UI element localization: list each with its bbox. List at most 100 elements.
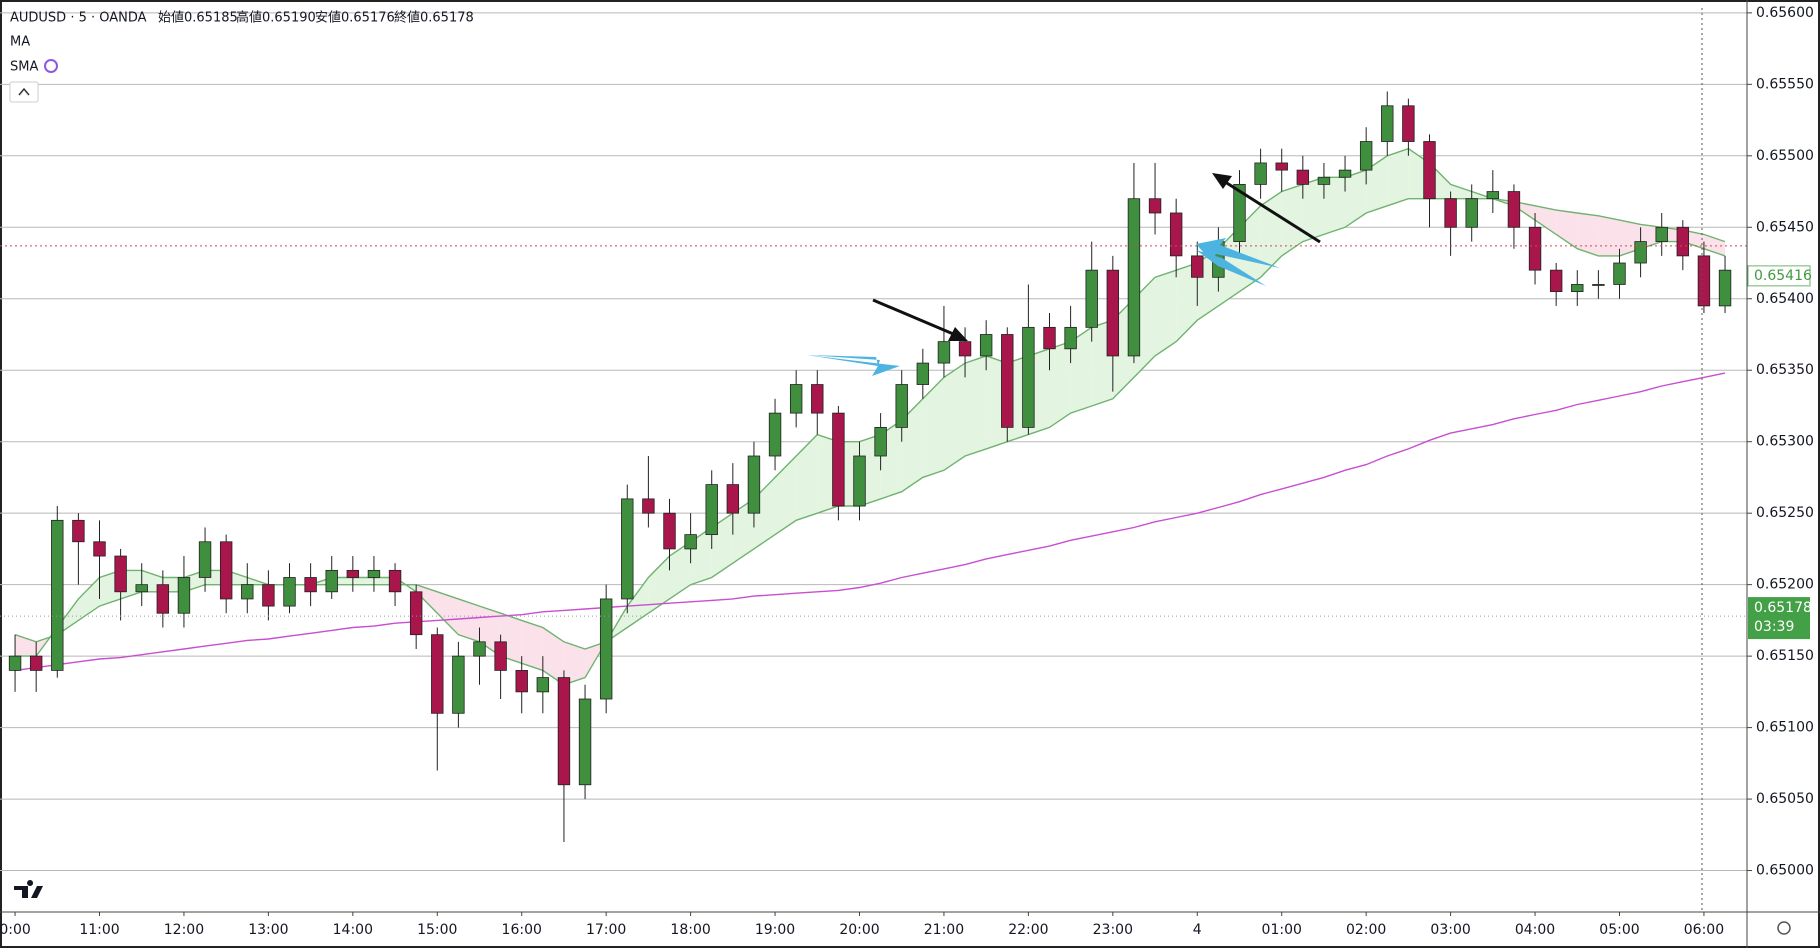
candle-body (832, 412, 845, 507)
x-tick-label: 06:00 (1684, 922, 1724, 938)
moving-average (15, 372, 1726, 672)
candle-body (853, 455, 866, 507)
ma-cloud (1598, 215, 1620, 256)
indicator[interactable]: SMA (10, 60, 38, 75)
ma-cloud (1281, 184, 1303, 256)
countdown-label: 03:39 (1754, 619, 1794, 635)
ohlc-high: 高値0.65190 (236, 10, 316, 26)
blue-arrow (1196, 238, 1280, 286)
candle-body (874, 427, 887, 457)
y-tick-label: 0.65400 (1756, 291, 1814, 307)
y-tick-label: 0.65450 (1756, 219, 1814, 235)
candle-body (72, 519, 85, 543)
x-tick-label: 04:00 (1515, 922, 1555, 938)
candle-body (684, 534, 697, 550)
candle-body (1423, 141, 1436, 200)
x-tick-label: 11:00 (79, 922, 119, 938)
ma-cloud (627, 577, 649, 628)
x-tick-label: 15:00 (417, 922, 457, 938)
candle-body (262, 584, 275, 607)
candle-body (219, 541, 233, 600)
ma-cloud (15, 634, 37, 657)
candle-body (1486, 191, 1500, 200)
last-price-label: 0.65178 (1754, 600, 1812, 616)
candle-body (114, 555, 127, 593)
ma-cloud (1155, 270, 1177, 356)
settings-icon[interactable] (1777, 921, 1791, 935)
ma-cloud (775, 456, 797, 535)
candle-body (747, 455, 761, 514)
y-tick-label: 0.65050 (1756, 791, 1814, 807)
candle-body (156, 584, 170, 614)
candle-body (135, 584, 148, 593)
candle-body (431, 634, 444, 714)
y-tick-label: 0.65600 (1756, 5, 1814, 21)
ma-cloud (1345, 170, 1367, 228)
y-tick-label: 0.65000 (1756, 863, 1814, 879)
candle-body (621, 498, 634, 600)
candle-body (578, 698, 592, 786)
arrow-head (948, 327, 968, 341)
candle-body (1127, 198, 1141, 357)
x-tick-label: 16:00 (502, 922, 542, 938)
legend: AUDUSD · 5 · OANDA 始値0.65185 高値0.65190 安… (9, 10, 474, 103)
candle-body (1676, 226, 1690, 257)
ma-cloud (1556, 210, 1578, 249)
x-tick-label: 05:00 (1599, 922, 1639, 938)
x-tick-label: 21:00 (924, 922, 964, 938)
ma-cloud (1577, 212, 1599, 256)
ma-cloud (1535, 205, 1557, 235)
candle-body (1001, 334, 1014, 428)
candle-body (29, 655, 43, 671)
candle-body (198, 541, 212, 578)
candle-body (1106, 269, 1120, 357)
candle-body (346, 569, 360, 578)
candle-body (895, 384, 908, 428)
x-tick-label: 4 (1193, 922, 1202, 938)
blue-arrow (807, 355, 900, 376)
ma-cloud (943, 363, 966, 471)
candle-body (1528, 226, 1542, 271)
x-tick-label: 13:00 (248, 922, 288, 938)
ma-cloud (352, 577, 374, 585)
candle-body (8, 655, 22, 671)
y-tick-label: 0.65150 (1756, 648, 1814, 664)
ma-cloud (732, 498, 754, 564)
ohlc-close: 終値0.65178 (394, 10, 474, 26)
ma-cloud (563, 641, 586, 685)
y-tick-label: 0.65550 (1756, 76, 1814, 92)
x-tick-label: 03:00 (1430, 922, 1470, 938)
candle-body (1634, 241, 1647, 264)
indicator[interactable]: MA (10, 35, 30, 50)
candle-body (1169, 212, 1183, 257)
ma-cloud (1450, 184, 1472, 199)
candle-body (515, 670, 528, 693)
annotations (807, 173, 1321, 376)
y-tick-label: 0.65300 (1756, 434, 1814, 450)
x-tick-label: 0:00 (0, 922, 31, 938)
candle-body (536, 677, 550, 693)
ohlc-low: 安値0.65176 (315, 10, 395, 26)
candle-body (599, 598, 613, 700)
candle-body (1191, 255, 1204, 278)
ma-price-box (1747, 265, 1811, 287)
x-tick-label: 02:00 (1346, 922, 1386, 938)
ma-cloud (1302, 177, 1324, 242)
candle-body (452, 655, 465, 714)
candle-body (51, 519, 64, 671)
candle-body (1444, 198, 1457, 228)
ma-cloud (796, 434, 818, 521)
candle-body (1613, 262, 1626, 285)
logo-mark (14, 880, 43, 898)
x-tick-label: 22:00 (1008, 922, 1048, 938)
candle-body (1465, 198, 1478, 228)
candle-body (557, 677, 571, 786)
collapse-button[interactable] (9, 81, 39, 103)
candle-body (241, 584, 254, 600)
x-tick-label: 20:00 (839, 922, 879, 938)
candle-body (1697, 255, 1711, 307)
ohlc-open: 始値0.65185 (158, 10, 238, 26)
ma-cloud (669, 541, 691, 599)
